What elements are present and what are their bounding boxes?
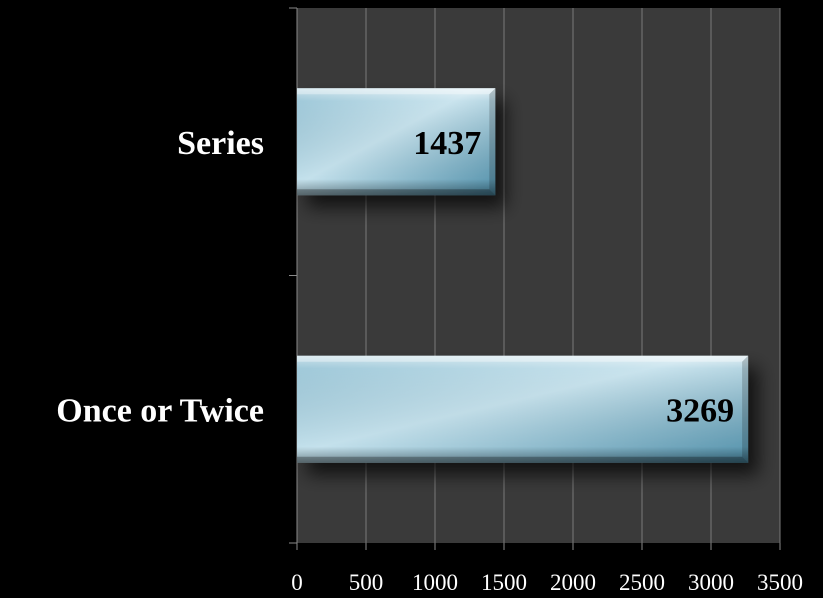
x-tick-label-3000: 3000 bbox=[688, 570, 734, 595]
x-tick-label-2500: 2500 bbox=[619, 570, 665, 595]
bar-series-bevel-top bbox=[297, 88, 496, 95]
x-tick-label-2000: 2000 bbox=[550, 570, 596, 595]
bar-series bbox=[297, 88, 496, 196]
bar-once-or-twice-bevel-bottom bbox=[297, 456, 749, 463]
category-label-series: Series bbox=[177, 125, 264, 162]
bar-once-or-twice-gloss bbox=[297, 355, 749, 463]
x-tick-labels: 0 500 1000 1500 2000 2500 3000 3500 bbox=[291, 570, 803, 595]
x-tick-label-500: 500 bbox=[349, 570, 384, 595]
bar-series-bevel-right bbox=[489, 88, 496, 196]
category-labels: Series Once or Twice bbox=[56, 125, 264, 430]
data-label-once-or-twice: 3269 bbox=[666, 392, 734, 429]
x-tick-label-1000: 1000 bbox=[412, 570, 458, 595]
category-label-once-or-twice: Once or Twice bbox=[56, 392, 264, 429]
bar-series-bevel-bottom bbox=[297, 189, 496, 196]
x-tick-label-1500: 1500 bbox=[481, 570, 527, 595]
bar-once-or-twice-bevel-right bbox=[742, 355, 749, 463]
data-labels: 1437 3269 bbox=[413, 125, 734, 430]
bar-once-or-twice-bevel-top bbox=[297, 355, 749, 362]
x-tick-label-0: 0 bbox=[291, 570, 303, 595]
bars bbox=[297, 88, 749, 463]
bar-series-gloss bbox=[297, 88, 496, 196]
bar-once-or-twice bbox=[297, 355, 749, 463]
data-label-series: 1437 bbox=[413, 125, 481, 162]
x-tick-label-3500: 3500 bbox=[757, 570, 803, 595]
